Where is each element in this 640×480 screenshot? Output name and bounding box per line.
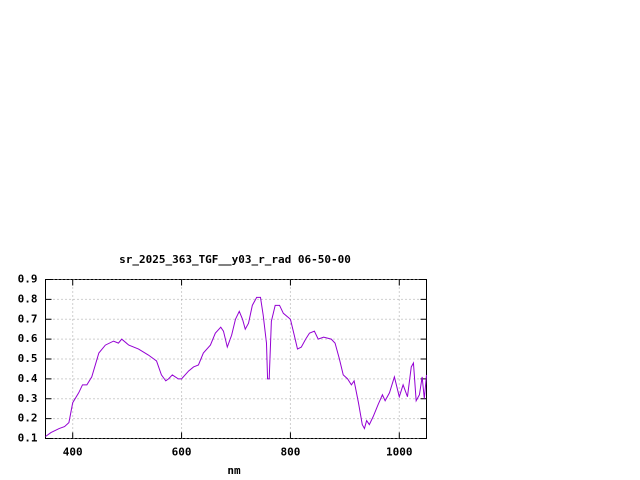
x-tick-label: 1000 (386, 446, 413, 459)
y-tick-label: 0.8 (18, 292, 38, 305)
x-tick-label: 600 (172, 446, 192, 459)
y-tick-label: 0.9 (18, 273, 38, 286)
x-axis-label: nm (227, 464, 241, 477)
y-tick-label: 0.1 (18, 432, 38, 445)
y-tick-label: 0.4 (18, 372, 38, 385)
y-tick-label: 0.2 (18, 412, 38, 425)
x-tick-label: 800 (280, 446, 300, 459)
plot-frame (45, 279, 427, 439)
y-tick-label: 0.5 (18, 352, 38, 365)
data-line (45, 296, 427, 437)
y-tick-label: 0.3 (18, 392, 38, 405)
x-tick-label: 400 (63, 446, 83, 459)
chart-title: sr_2025_363_TGF__y03_r_rad 06-50-00 (119, 253, 351, 266)
y-tick-label: 0.7 (18, 312, 38, 325)
y-tick-label: 0.6 (18, 332, 38, 345)
